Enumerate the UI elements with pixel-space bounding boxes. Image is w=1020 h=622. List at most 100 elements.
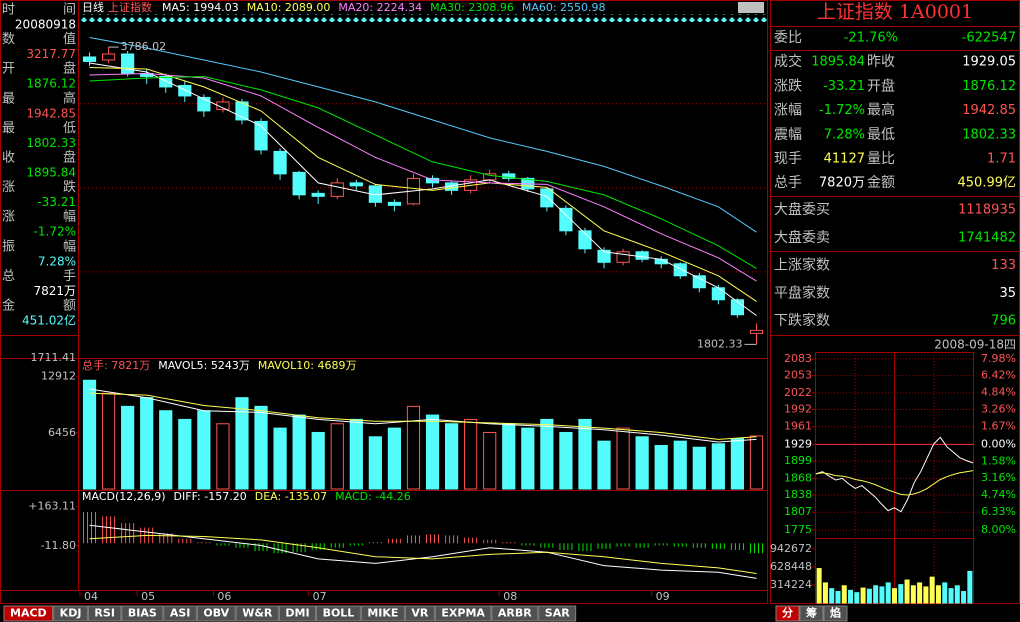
panel-header: 上证指数: [108, 0, 152, 14]
quote-label: 涨幅: [774, 103, 802, 119]
tab[interactable]: [87, 605, 122, 622]
volume-bar: [711, 443, 725, 490]
quote-label: 震幅: [774, 127, 802, 143]
indicator-line: [89, 388, 757, 443]
tab-label[interactable]: W&R: [242, 607, 273, 620]
indicator-line: [89, 37, 757, 233]
tab[interactable]: [360, 605, 405, 622]
tab-label[interactable]: DMI: [285, 607, 309, 620]
volume-bar: [159, 410, 173, 490]
market-label: 平盘家数: [774, 284, 830, 301]
tab[interactable]: [799, 605, 824, 622]
tab[interactable]: [121, 605, 164, 622]
candle-body: [311, 192, 325, 197]
tab[interactable]: [196, 605, 236, 622]
volume-bar: [425, 414, 440, 490]
tab[interactable]: [235, 605, 279, 622]
intraday-weekday: 四: [1004, 338, 1016, 352]
quote-value: 7.28%: [824, 127, 865, 142]
candle-body: [387, 201, 402, 206]
tab[interactable]: [53, 605, 88, 622]
x-tick-label: 08: [503, 590, 517, 603]
quote-label: 现手: [774, 151, 802, 167]
quote-label: 总手: [774, 175, 802, 191]
y-tick-label: 1868: [784, 471, 812, 484]
tab[interactable]: [163, 605, 197, 622]
market-value: 133: [991, 258, 1016, 273]
panel-header: DEA: -135.07: [255, 490, 327, 503]
tab[interactable]: [278, 605, 317, 622]
tab-label[interactable]: RSI: [94, 607, 115, 620]
tab[interactable]: [3, 605, 54, 622]
volume-bar: [854, 592, 860, 604]
panel-header: 日线: [82, 0, 104, 14]
tab-label[interactable]: SAR: [545, 607, 570, 620]
quote-label: 委比: [774, 30, 802, 46]
panel-header: MAVOL10: 4689万: [258, 359, 357, 372]
tab-label[interactable]: MIKE: [367, 607, 398, 620]
volume-bar: [197, 410, 211, 490]
tab-label[interactable]: EXPMA: [441, 607, 485, 620]
volume-bar: [635, 436, 649, 490]
candle-body: [597, 249, 611, 263]
y2-tick-label: 7.98%: [981, 352, 1016, 365]
info-value: 1876.12: [26, 77, 76, 91]
y-tick-label: 314224: [770, 578, 812, 591]
tab-label[interactable]: KDJ: [60, 607, 82, 620]
quote-value: -622547: [962, 31, 1016, 46]
indicator-line: [89, 67, 757, 302]
tab[interactable]: [538, 605, 577, 622]
volume-bar: [387, 427, 402, 490]
volume-bar: [816, 568, 822, 604]
tab-label[interactable]: VR: [411, 607, 429, 620]
tab[interactable]: [434, 605, 492, 622]
y-tick-label: 2053: [784, 369, 812, 382]
info-label: 涨: [2, 180, 15, 195]
candle-body: [711, 287, 725, 301]
tab[interactable]: [491, 605, 539, 622]
tab[interactable]: [316, 605, 361, 622]
x-tick-label: 04: [84, 590, 98, 603]
tab-label[interactable]: OBV: [203, 607, 229, 620]
window-buttons[interactable]: [738, 2, 764, 13]
tab-label[interactable]: 焰: [830, 606, 841, 620]
tab[interactable]: [775, 605, 800, 622]
candle-body: [673, 263, 687, 277]
market-label: 大盘委卖: [774, 229, 830, 246]
tab-label[interactable]: ASI: [170, 607, 191, 620]
info-label: 盘: [63, 61, 76, 77]
indicator-line: [89, 524, 757, 579]
info-value: 1802.33: [26, 136, 76, 150]
tab-label[interactable]: ARBR: [498, 607, 532, 620]
y2-tick-label: 4.74%: [981, 488, 1016, 501]
quote-value: 1876.12: [962, 79, 1016, 94]
volume-bar: [961, 591, 967, 604]
volume-bar: [885, 582, 891, 604]
tab-label[interactable]: 分: [782, 606, 793, 620]
volume-bar: [82, 379, 97, 490]
market-value: 1741482: [958, 230, 1016, 245]
volume-bar: [235, 397, 249, 490]
tab[interactable]: [404, 605, 435, 622]
tab-label[interactable]: BIAS: [128, 607, 157, 620]
quote-label: 成交: [774, 53, 802, 70]
tab-label[interactable]: 筹: [806, 606, 817, 620]
candle-body: [635, 251, 649, 260]
info-label: 涨: [2, 210, 15, 225]
quote-value: 1929.05: [962, 55, 1016, 70]
intraday-line: [815, 436, 974, 513]
y-tick-label: 6456: [48, 426, 76, 439]
volume-bar: [822, 582, 828, 604]
y-tick-label: 2022: [784, 386, 812, 399]
y2-tick-label: 6.42%: [981, 369, 1016, 382]
volume-bar: [121, 405, 135, 490]
volume-bar: [406, 405, 421, 490]
tab-label[interactable]: MACD: [10, 607, 47, 620]
tab-label[interactable]: BOLL: [323, 607, 355, 620]
tab[interactable]: [823, 605, 848, 622]
x-tick-label: 05: [141, 590, 155, 603]
candle-body: [540, 188, 554, 208]
volume-bar: [673, 440, 687, 490]
volume-bar: [444, 423, 459, 490]
quote-label: 最高: [867, 102, 895, 119]
